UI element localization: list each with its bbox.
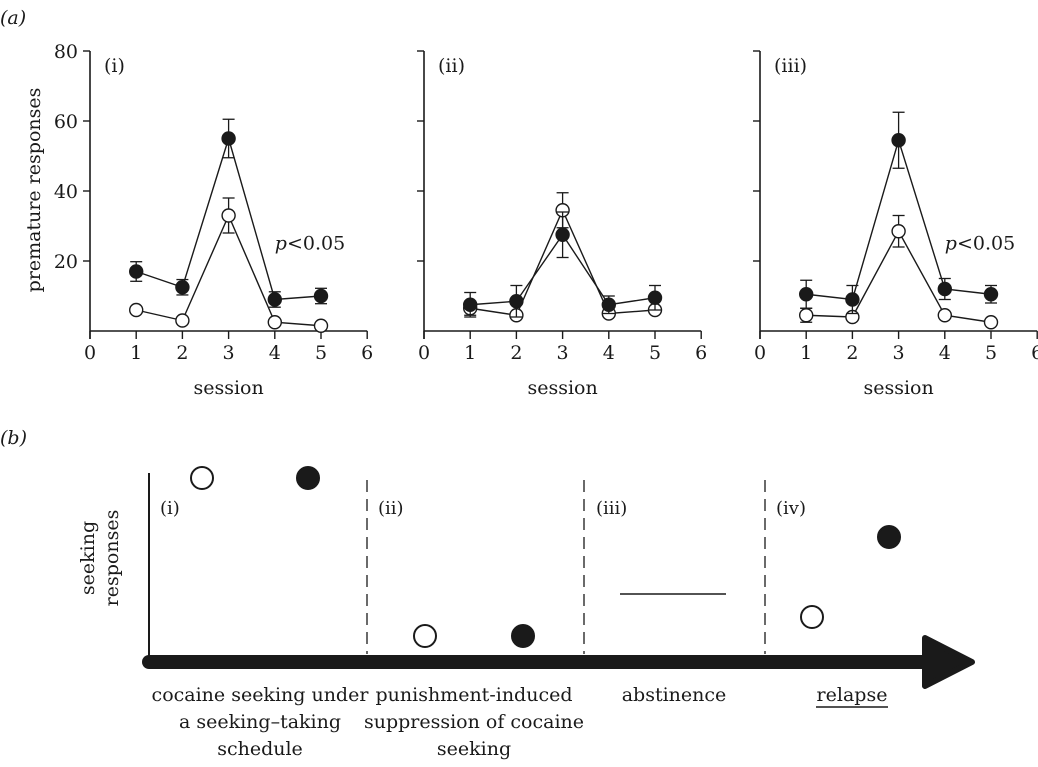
x-tick-label: 4: [269, 342, 281, 364]
timeline-arrow-head: [922, 635, 975, 689]
data-point-filled: [555, 227, 570, 242]
data-point-filled: [601, 297, 616, 312]
plot-i: 0 1 2 3 4 5 6 20 40 60 80 session (i) p<0.05: [54, 41, 373, 399]
data-point-open: [891, 224, 906, 239]
data-point-filled: [267, 292, 282, 307]
data-point-filled: [175, 280, 190, 295]
data-point-open: [221, 208, 236, 223]
significance-annotation: p<0.05: [945, 233, 1015, 255]
x-tick-label: 2: [846, 342, 858, 364]
data-point-filled: [647, 290, 663, 305]
x-tick-label: 5: [649, 342, 661, 364]
phase-i-open-marker: [190, 466, 214, 490]
x-axis-title: session: [193, 377, 263, 399]
schematic-y-title-line2: responses: [101, 510, 123, 607]
data-point-open: [313, 318, 329, 333]
x-axis-title: session: [527, 377, 597, 399]
x-tick-label: 0: [754, 342, 766, 364]
x-tick-label: 6: [361, 342, 373, 364]
x-tick-label: 0: [84, 342, 96, 364]
data-point-filled: [891, 133, 906, 148]
data-point-open: [937, 308, 952, 323]
x-tick-label: 3: [893, 342, 905, 364]
panel-b-label: (b): [0, 427, 27, 449]
x-tick-label: 6: [1031, 342, 1038, 364]
x-tick-label: 2: [510, 342, 522, 364]
data-point-open: [267, 315, 282, 330]
x-tick-label: 0: [418, 342, 430, 364]
plot-ii: 0 1 2 3 4 5 6 session (ii): [417, 50, 707, 399]
x-tick-label: 4: [939, 342, 951, 364]
data-point-open: [175, 313, 190, 328]
caption-i-line1: cocaine seeking under: [152, 684, 370, 706]
y-tick-label: 80: [54, 41, 78, 63]
data-point-filled: [799, 287, 814, 302]
phase-ii-open-marker: [413, 624, 437, 648]
data-point-filled: [937, 281, 952, 297]
x-tick-label: 6: [695, 342, 707, 364]
phase-label-ii: (ii): [378, 498, 404, 519]
significance-annotation: p<0.05: [275, 233, 345, 255]
data-point-filled: [509, 294, 524, 309]
phase-iv-open-marker: [800, 605, 824, 629]
plot-panel-label: (ii): [438, 55, 465, 77]
x-tick-label: 3: [223, 342, 235, 364]
data-point-filled: [983, 287, 999, 302]
data-point-open: [128, 302, 144, 318]
caption-iii-line1: abstinence: [622, 684, 727, 706]
phase-label-iii: (iii): [596, 498, 627, 519]
x-tick-label: 1: [800, 342, 812, 364]
caption-ii-line2: suppression of cocaine: [364, 711, 584, 733]
x-tick-label: 5: [315, 342, 327, 364]
x-tick-label: 3: [557, 342, 569, 364]
plot-panel-label: (iii): [774, 55, 807, 77]
phase-iv-filled-marker: [877, 525, 901, 549]
data-point-filled: [221, 131, 236, 146]
phase-i-filled-marker: [296, 466, 320, 490]
schematic: seeking responses (i) (ii) (iii) (iv) co…: [77, 466, 975, 760]
caption-iv-line1: relapse: [817, 684, 888, 706]
phase-label-i: (i): [160, 498, 180, 519]
caption-ii-line3: seeking: [437, 738, 511, 760]
data-point-filled: [128, 264, 144, 279]
phase-label-iv: (iv): [776, 498, 806, 519]
x-tick-label: 5: [985, 342, 997, 364]
panel-a-label: (a): [0, 7, 26, 29]
caption-i-line3: schedule: [217, 738, 303, 760]
x-tick-label: 1: [464, 342, 476, 364]
x-axis-title: session: [863, 377, 933, 399]
y-tick-label: 40: [54, 181, 78, 203]
data-point-open: [799, 308, 814, 323]
data-point-filled: [845, 292, 860, 307]
plot-panel-label: (i): [104, 55, 125, 77]
x-tick-label: 2: [176, 342, 188, 364]
caption-i-line2: a seeking–taking: [179, 711, 341, 733]
x-tick-label: 1: [130, 342, 142, 364]
schematic-y-title-line1: seeking: [77, 521, 99, 595]
data-point-filled: [313, 288, 329, 304]
caption-ii-line1: punishment-induced: [375, 684, 572, 706]
y-tick-label: 20: [54, 251, 78, 273]
y-tick-label: 60: [54, 111, 78, 133]
data-point-open: [983, 315, 999, 330]
phase-ii-filled-marker: [511, 624, 535, 648]
x-tick-label: 4: [603, 342, 615, 364]
plot-iii: 0 1 2 3 4 5 6 session (iii) p<0.05: [753, 50, 1038, 399]
data-point-filled: [463, 297, 478, 312]
y-axis-title: premature responses: [23, 88, 45, 293]
